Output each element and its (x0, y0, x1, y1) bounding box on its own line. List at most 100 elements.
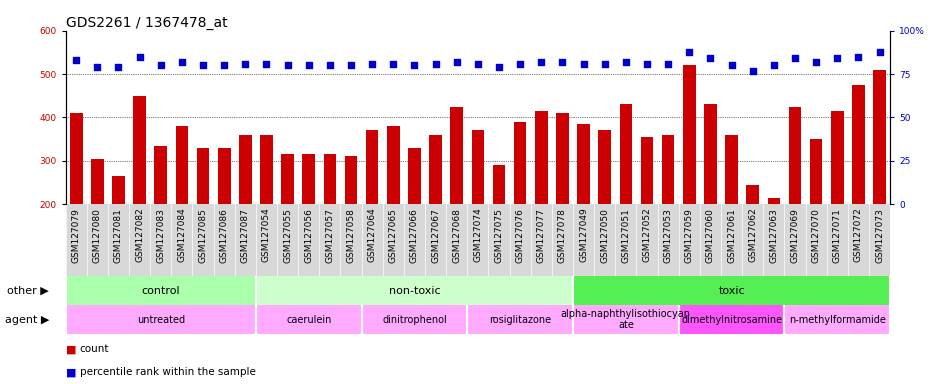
Bar (640, 137, 652, 291)
Text: GSM127064: GSM127064 (367, 208, 376, 262)
Text: GSM127067: GSM127067 (431, 208, 440, 263)
Bar (256, 276, 573, 305)
Bar (175, 126, 188, 291)
Bar (429, 135, 442, 291)
Point (132, 54, 147, 60)
Text: dimethylnitrosamine: dimethylnitrosamine (680, 314, 782, 324)
Text: dinitrophenol: dinitrophenol (382, 314, 446, 324)
Bar (661, 135, 674, 291)
Point (512, 61, 527, 67)
Bar (783, 305, 889, 334)
Bar (471, 131, 484, 291)
Point (322, 62, 337, 68)
Text: GSM127073: GSM127073 (874, 208, 884, 263)
Bar (256, 305, 361, 334)
Bar (577, 124, 590, 291)
Text: GSM127081: GSM127081 (114, 208, 123, 263)
Bar (281, 154, 294, 291)
Text: GSM127086: GSM127086 (219, 208, 228, 263)
Point (491, 64, 506, 70)
Text: GSM127072: GSM127072 (853, 208, 862, 262)
Point (534, 59, 548, 65)
Point (300, 62, 315, 68)
Text: GSM127049: GSM127049 (578, 208, 588, 262)
Bar (361, 305, 467, 334)
Bar (619, 104, 632, 291)
Point (724, 62, 739, 68)
Text: GSM127053: GSM127053 (663, 208, 672, 263)
Point (258, 61, 273, 67)
Bar (133, 96, 146, 291)
Bar (678, 305, 783, 334)
Text: GSM127087: GSM127087 (241, 208, 250, 263)
Text: GSM127054: GSM127054 (262, 208, 271, 262)
Text: GSM127050: GSM127050 (600, 208, 608, 263)
Text: GSM127068: GSM127068 (452, 208, 461, 263)
Text: GSM127069: GSM127069 (790, 208, 798, 263)
Bar (154, 146, 167, 291)
Bar (682, 65, 695, 291)
Point (850, 54, 865, 60)
Bar (302, 154, 314, 291)
Text: GSM127076: GSM127076 (515, 208, 524, 263)
Bar (70, 113, 82, 291)
Text: GSM127078: GSM127078 (557, 208, 566, 263)
Text: GSM127077: GSM127077 (536, 208, 545, 263)
Bar (703, 104, 716, 291)
Point (196, 62, 211, 68)
Bar (872, 70, 885, 291)
Bar (809, 139, 822, 291)
Bar (387, 126, 400, 291)
Text: count: count (80, 344, 109, 354)
Text: GSM127083: GSM127083 (156, 208, 165, 263)
Bar (767, 197, 780, 291)
Point (428, 61, 443, 67)
Text: ■: ■ (66, 344, 76, 354)
Text: GSM127057: GSM127057 (325, 208, 334, 263)
Point (280, 62, 295, 68)
Bar (598, 131, 610, 291)
Point (470, 61, 485, 67)
Text: ■: ■ (66, 367, 76, 377)
Bar (467, 305, 573, 334)
Text: GSM127065: GSM127065 (388, 208, 398, 263)
Text: GSM127079: GSM127079 (71, 208, 80, 263)
Bar (323, 154, 336, 291)
Text: non-toxic: non-toxic (388, 286, 440, 296)
Point (448, 59, 463, 65)
Point (216, 62, 231, 68)
Bar (830, 111, 842, 291)
Bar (197, 148, 209, 291)
Point (110, 64, 125, 70)
Point (808, 59, 823, 65)
Bar (513, 122, 526, 291)
Point (702, 55, 717, 61)
Point (596, 61, 611, 67)
Text: GSM127075: GSM127075 (494, 208, 503, 263)
Text: GSM127062: GSM127062 (748, 208, 756, 262)
Point (618, 59, 633, 65)
Bar (217, 148, 230, 291)
Text: GSM127080: GSM127080 (93, 208, 102, 263)
Text: untreated: untreated (137, 314, 184, 324)
Text: other ▶: other ▶ (7, 286, 49, 296)
Text: GSM127052: GSM127052 (642, 208, 651, 262)
Text: GSM127056: GSM127056 (304, 208, 313, 263)
Text: GSM127070: GSM127070 (811, 208, 820, 263)
Bar (365, 131, 378, 291)
Text: GSM127060: GSM127060 (705, 208, 714, 263)
Text: percentile rank within the sample: percentile rank within the sample (80, 367, 256, 377)
Bar (66, 276, 256, 305)
Bar (260, 135, 272, 291)
Point (386, 61, 401, 67)
Point (766, 62, 781, 68)
Point (744, 68, 759, 74)
Point (871, 48, 886, 55)
Bar (344, 156, 357, 291)
Bar (450, 106, 462, 291)
Bar (534, 111, 547, 291)
Bar (851, 85, 864, 291)
Point (90, 64, 105, 70)
Text: caerulein: caerulein (285, 314, 331, 324)
Bar (112, 176, 124, 291)
